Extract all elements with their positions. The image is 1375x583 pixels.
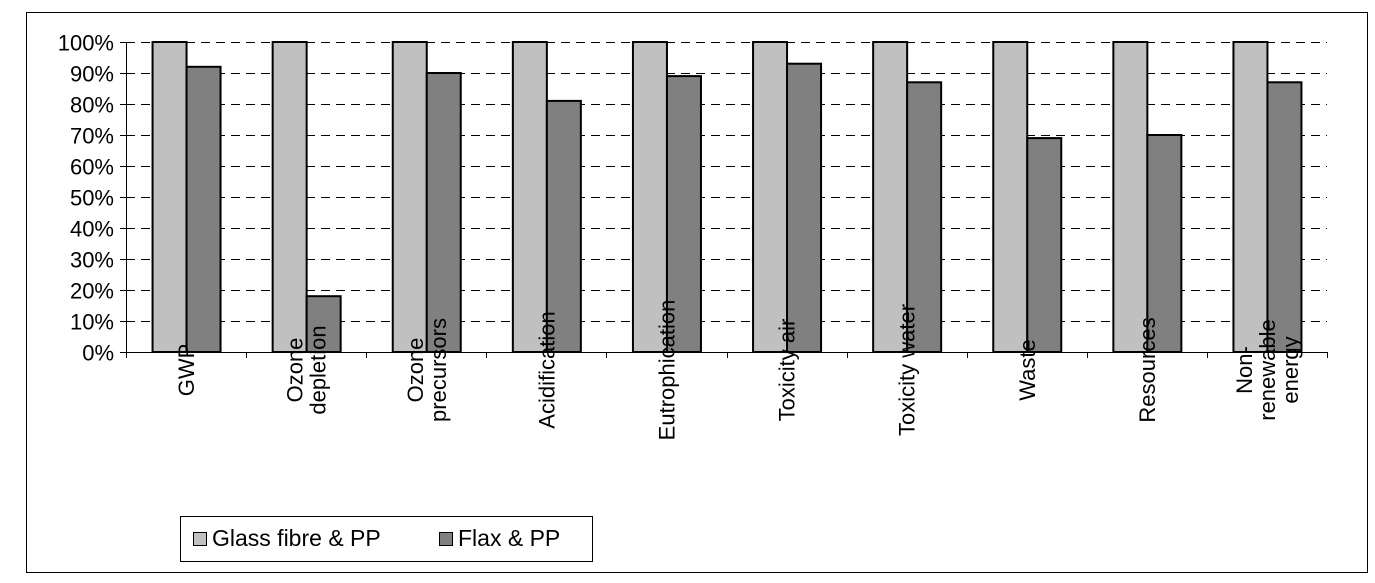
bar-glass-fibre xyxy=(151,41,188,353)
x-tick-label: Toxicity air xyxy=(775,319,800,422)
y-tick-label: 20% xyxy=(70,279,114,304)
bar-flax xyxy=(185,65,222,354)
bar-flax xyxy=(786,62,823,353)
y-tick-label: 100% xyxy=(58,31,114,56)
y-tick-label: 0% xyxy=(82,341,114,366)
bar-flax xyxy=(425,72,462,353)
bar-flax xyxy=(545,99,582,354)
bar-flax xyxy=(1266,81,1303,354)
bar-glass-fibre xyxy=(752,41,789,353)
legend-box xyxy=(180,516,593,562)
y-tick-label: 90% xyxy=(70,62,114,87)
x-tick-label: Toxicity water xyxy=(895,304,920,436)
legend: Glass fibre & PP Flax & PP xyxy=(180,516,593,562)
y-tick-label: 70% xyxy=(70,124,114,149)
x-tick-label: Acidification xyxy=(534,311,559,428)
axes xyxy=(120,42,1328,358)
y-tick-label: 10% xyxy=(70,310,114,335)
x-tick-label: Waste xyxy=(1015,339,1040,401)
x-tick-label: Non-renewableenergy xyxy=(1232,319,1303,421)
bar-flax xyxy=(906,81,943,354)
legend-label-flax: Flax & PP xyxy=(458,525,560,551)
x-tick-label: Ozoneprecursors xyxy=(403,318,451,422)
y-tick-labels: 0% 10% 20% 30% 40% 50% 60% 70% 80% 90% 100% xyxy=(58,31,114,366)
y-tick-label: 80% xyxy=(70,93,114,118)
bar-flax xyxy=(305,295,342,354)
bar-glass-fibre xyxy=(1112,41,1149,353)
y-tick-label: 60% xyxy=(70,155,114,180)
x-tick-label: GWP xyxy=(174,344,199,397)
y-tick-label: 30% xyxy=(70,248,114,273)
x-tick-labels: GWP Ozonedepletion Ozoneprecursors Acidific… xyxy=(174,300,1303,441)
y-tick-label: 50% xyxy=(70,186,114,211)
bar-glass-fibre xyxy=(271,41,308,353)
bar-glass-fibre xyxy=(511,41,548,353)
x-tick-label: Eutrophication xyxy=(654,300,679,441)
legend-swatch-flax xyxy=(439,532,453,546)
bars xyxy=(151,41,1303,354)
bar-glass-fibre xyxy=(1232,41,1269,353)
x-tick-label: Resources xyxy=(1135,317,1160,422)
bar-glass-fibre xyxy=(872,41,909,353)
bar-glass-fibre xyxy=(992,41,1029,353)
bar-flax xyxy=(1026,137,1063,353)
bar-flax xyxy=(665,75,702,353)
bar-glass-fibre xyxy=(631,41,668,353)
bar-glass-fibre xyxy=(391,41,428,353)
y-tick-label: 40% xyxy=(70,217,114,242)
legend-label-glass-fibre: Glass fibre & PP xyxy=(212,525,381,551)
legend-swatch-glass-fibre xyxy=(193,532,207,546)
x-tick-label: Ozonedepletion xyxy=(283,325,331,414)
